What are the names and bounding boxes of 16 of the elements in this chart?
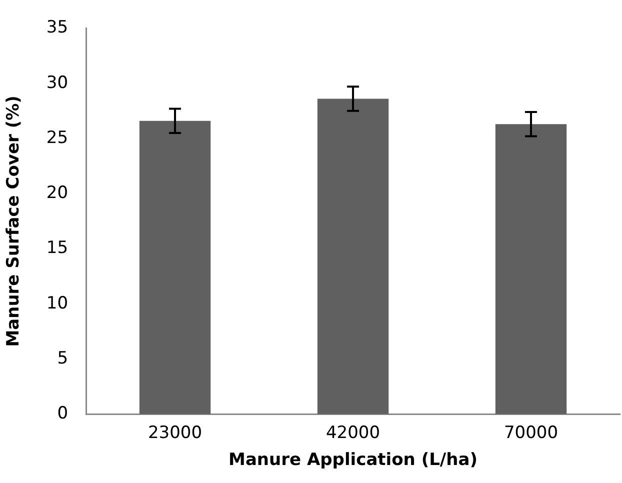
y-tick-label: 25 — [46, 128, 68, 148]
x-tick-label: 42000 — [326, 422, 380, 443]
x-tick-label: 23000 — [148, 422, 202, 443]
x-axis-title: Manure Application (L/ha) — [228, 450, 478, 470]
x-tick-label: 70000 — [504, 422, 558, 443]
y-tick-label: 10 — [46, 293, 68, 314]
bar — [139, 120, 211, 414]
bar — [317, 98, 389, 414]
y-axis-title: Manure Surface Cover (%) — [4, 96, 24, 347]
y-tick-label: 5 — [57, 348, 68, 368]
y-tick-label: 35 — [46, 18, 68, 38]
y-tick-label: 20 — [46, 183, 68, 204]
y-tick-label: 15 — [46, 238, 68, 258]
y-tick-label: 0 — [57, 404, 68, 424]
y-tick-label: 30 — [46, 72, 68, 93]
bar — [495, 124, 567, 414]
